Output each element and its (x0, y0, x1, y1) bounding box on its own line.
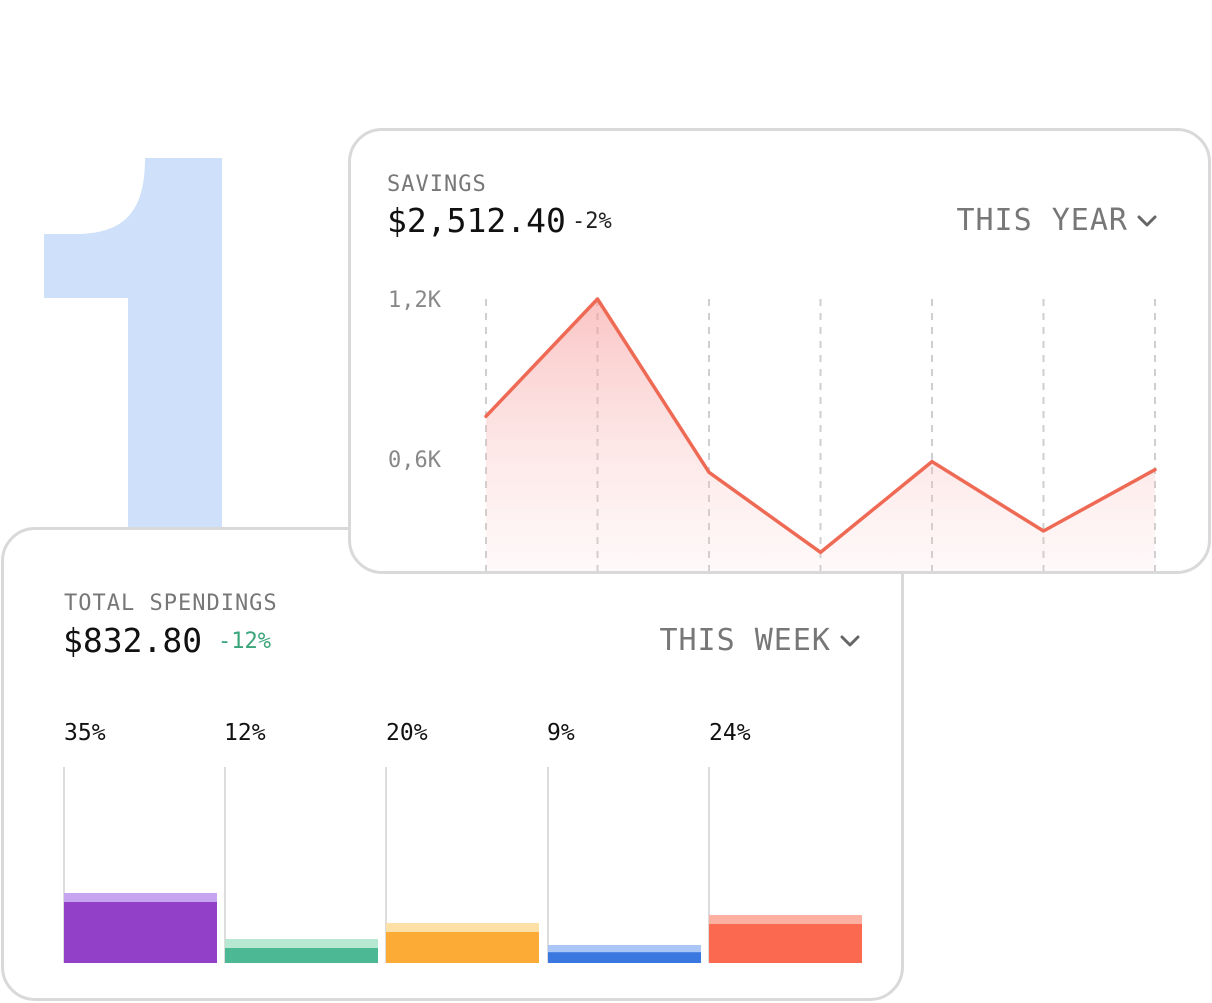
chevron-down-icon (840, 635, 860, 646)
background-numeral-one (44, 158, 222, 560)
total-spendings-card: TOTAL SPENDINGS $832.80 -12% THIS WEEK 3… (1, 527, 904, 1001)
savings-line-chart: 00,6K1,2KJANFEBMARAPRMAYJUNJUL (388, 288, 1157, 571)
savings-card: SAVINGS $2,512.40 -2% THIS YEAR 00,6K1,2… (348, 128, 1211, 574)
savings-period-label: THIS YEAR (956, 203, 1128, 238)
spend-bar-highlight (64, 893, 217, 902)
spendings-period-label: THIS WEEK (659, 623, 831, 658)
spendings-change: -12% (218, 629, 271, 654)
savings-title: SAVINGS (387, 172, 487, 197)
savings-period-dropdown[interactable]: THIS YEAR (956, 203, 1158, 238)
spendings-amount: $832.80 (63, 621, 203, 660)
spend-bar-highlight (386, 923, 539, 932)
spend-bar (64, 893, 217, 963)
savings-amount: $2,512.40 (387, 201, 566, 240)
chevron-down-icon (1137, 215, 1157, 226)
bar-label: 9% (547, 720, 575, 746)
bar-label: 20% (386, 720, 428, 746)
savings-area (486, 299, 1155, 571)
spend-bar-highlight (548, 945, 701, 953)
savings-change: -2% (572, 209, 612, 234)
spend-bar-highlight (709, 915, 862, 924)
bar-label: 12% (224, 720, 266, 746)
spendings-title: TOTAL SPENDINGS (64, 591, 278, 616)
y-tick-label: 1,2K (388, 288, 442, 313)
bar-label: 24% (709, 720, 751, 746)
bar-label: 35% (64, 720, 106, 746)
y-tick-label: 0,6K (388, 448, 442, 473)
spend-bar-highlight (225, 939, 378, 948)
spendings-bar-chart (63, 767, 862, 963)
spendings-period-dropdown[interactable]: THIS WEEK (659, 623, 861, 658)
